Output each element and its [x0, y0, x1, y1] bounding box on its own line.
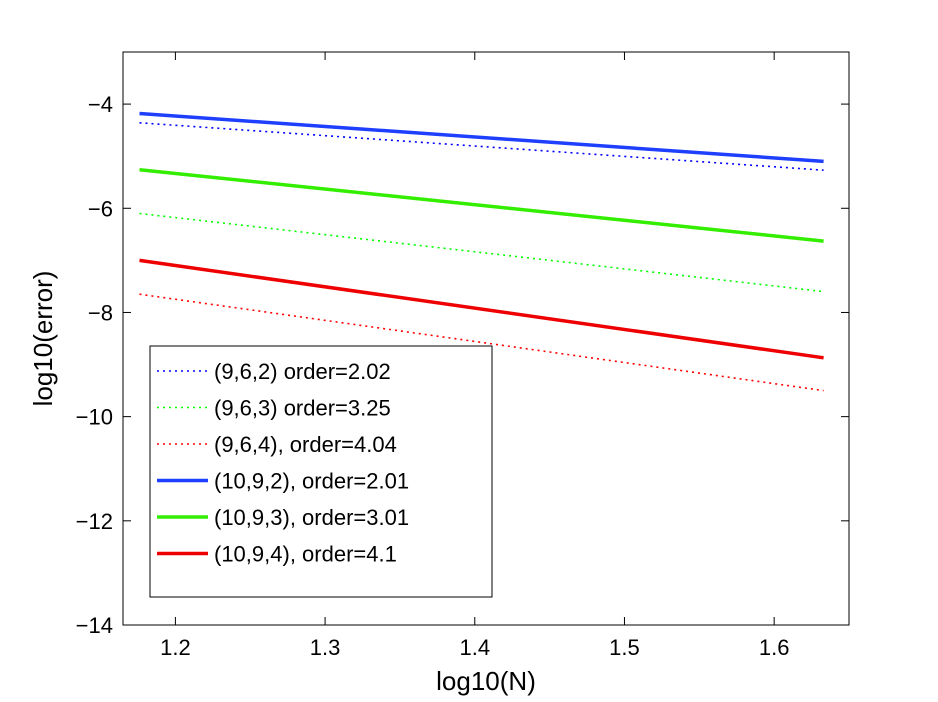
x-tick-label: 1.4: [459, 635, 490, 660]
y-axis-label: log10(error): [28, 271, 58, 407]
series-line-2: [139, 212, 824, 293]
legend-label: (10,9,3), order=3.01: [214, 505, 409, 530]
y-tick-label: −12: [76, 509, 113, 534]
legend-label: (10,9,2), order=2.01: [214, 469, 409, 494]
x-axis-label: log10(N): [436, 666, 536, 696]
series-line-5: [139, 167, 824, 243]
legend-label: (9,6,4), order=4.04: [214, 432, 397, 457]
series-line-6: [139, 258, 824, 360]
series-line-4: [139, 111, 824, 164]
x-tick-label: 1.3: [310, 635, 341, 660]
legend: (9,6,2) order=2.02 (9,6,3) order=3.25 (9,6…: [149, 345, 493, 598]
y-tick-label: −6: [88, 196, 113, 221]
x-tick-label: 1.5: [609, 635, 640, 660]
y-tick-label: −10: [76, 405, 113, 430]
series-layer: [139, 111, 824, 392]
series-line-3: [139, 293, 824, 392]
x-tick-label: 1.6: [759, 635, 790, 660]
y-tick-label: −8: [88, 300, 113, 325]
legend-label: (9,6,2) order=2.02: [214, 359, 391, 384]
y-tick-label: −4: [88, 92, 113, 117]
series-line-1: [139, 122, 824, 171]
legend-label: (10,9,4), order=4.1: [214, 542, 397, 567]
ticks-layer: 1.2 1.3 1.4 1.5 1.6 −14 −12 −10 −8 −6 −4: [76, 52, 849, 660]
y-tick-label: −14: [76, 613, 113, 638]
legend-label: (9,6,3) order=3.25: [214, 396, 391, 421]
x-tick-label: 1.2: [160, 635, 191, 660]
